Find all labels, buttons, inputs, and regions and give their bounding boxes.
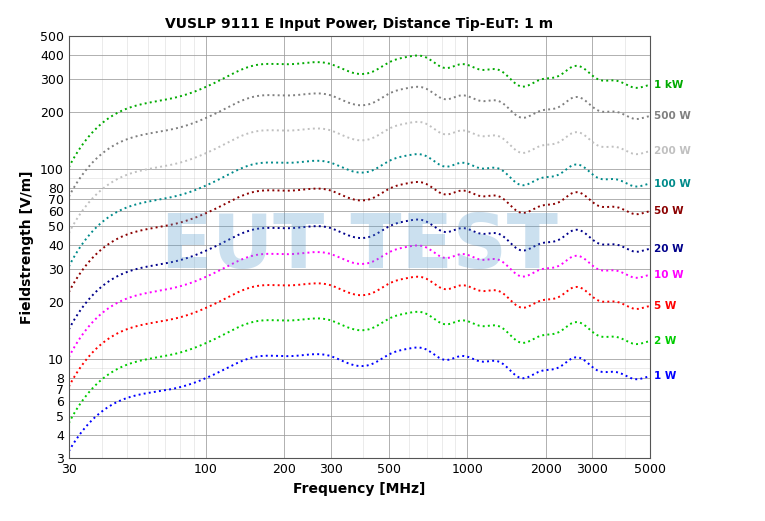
Title: VUSLP 9111 E Input Power, Distance Tip-EuT: 1 m: VUSLP 9111 E Input Power, Distance Tip-E… xyxy=(165,17,554,31)
Text: 2 W: 2 W xyxy=(653,336,676,346)
Text: 20 W: 20 W xyxy=(653,244,683,254)
Y-axis label: Fieldstrength [V/m]: Fieldstrength [V/m] xyxy=(21,171,34,324)
X-axis label: Frequency [MHz]: Frequency [MHz] xyxy=(293,482,426,496)
Text: 10 W: 10 W xyxy=(653,270,683,280)
Text: 200 W: 200 W xyxy=(653,146,691,156)
Text: 5 W: 5 W xyxy=(653,301,676,311)
Text: 1 W: 1 W xyxy=(653,371,676,381)
Text: 50 W: 50 W xyxy=(653,206,683,216)
Text: 1 kW: 1 kW xyxy=(653,80,683,90)
Text: 100 W: 100 W xyxy=(653,179,691,189)
Text: EUT TEST: EUT TEST xyxy=(161,211,558,284)
Text: 500 W: 500 W xyxy=(653,111,691,121)
